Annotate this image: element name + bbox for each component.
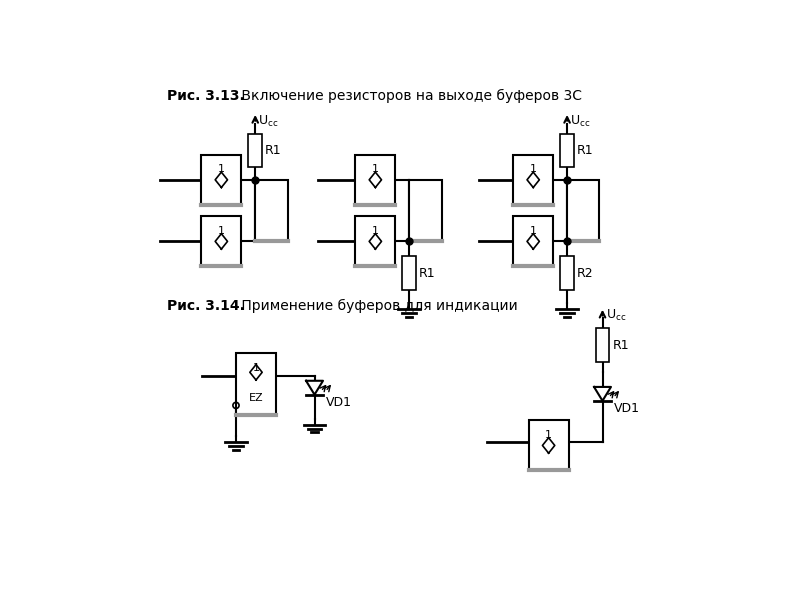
Polygon shape xyxy=(594,387,611,401)
Text: Применение буферов для индикации: Применение буферов для индикации xyxy=(237,299,518,313)
Text: EZ: EZ xyxy=(249,393,263,403)
Text: U$_{\rm cc}$: U$_{\rm cc}$ xyxy=(258,113,278,128)
Bar xyxy=(529,421,569,470)
Text: R1: R1 xyxy=(419,267,436,280)
Text: Рис. 3.14.: Рис. 3.14. xyxy=(167,299,246,313)
Bar xyxy=(560,134,574,167)
Bar xyxy=(513,155,554,205)
Text: R1: R1 xyxy=(613,339,629,352)
Text: 1: 1 xyxy=(218,164,225,174)
Text: U$_{\rm cc}$: U$_{\rm cc}$ xyxy=(570,113,590,128)
Text: 1: 1 xyxy=(530,226,537,236)
Bar xyxy=(513,217,554,266)
Text: R1: R1 xyxy=(577,144,594,157)
Bar xyxy=(595,328,610,362)
Text: Рис. 3.13.: Рис. 3.13. xyxy=(167,89,245,103)
Text: 1: 1 xyxy=(545,430,552,440)
Bar xyxy=(255,180,287,241)
Bar xyxy=(567,180,599,241)
Text: VD1: VD1 xyxy=(614,403,640,415)
Bar xyxy=(355,217,395,266)
Bar xyxy=(410,180,442,241)
Bar xyxy=(236,353,276,415)
Text: VD1: VD1 xyxy=(326,396,352,409)
Bar xyxy=(202,217,242,266)
Text: 1: 1 xyxy=(530,164,537,174)
Bar xyxy=(202,155,242,205)
Text: R2: R2 xyxy=(577,267,594,280)
Text: 1: 1 xyxy=(372,164,379,174)
Text: 1: 1 xyxy=(218,226,225,236)
Bar xyxy=(402,256,416,290)
Polygon shape xyxy=(306,381,323,395)
Text: Включение резисторов на выходе буферов 3С: Включение резисторов на выходе буферов 3… xyxy=(237,89,582,103)
Text: 1: 1 xyxy=(253,364,259,373)
Bar xyxy=(560,256,574,290)
Text: U$_{\rm cc}$: U$_{\rm cc}$ xyxy=(606,308,626,323)
Text: R1: R1 xyxy=(266,144,282,157)
Text: 1: 1 xyxy=(372,226,379,236)
Bar xyxy=(248,134,262,167)
Bar xyxy=(355,155,395,205)
